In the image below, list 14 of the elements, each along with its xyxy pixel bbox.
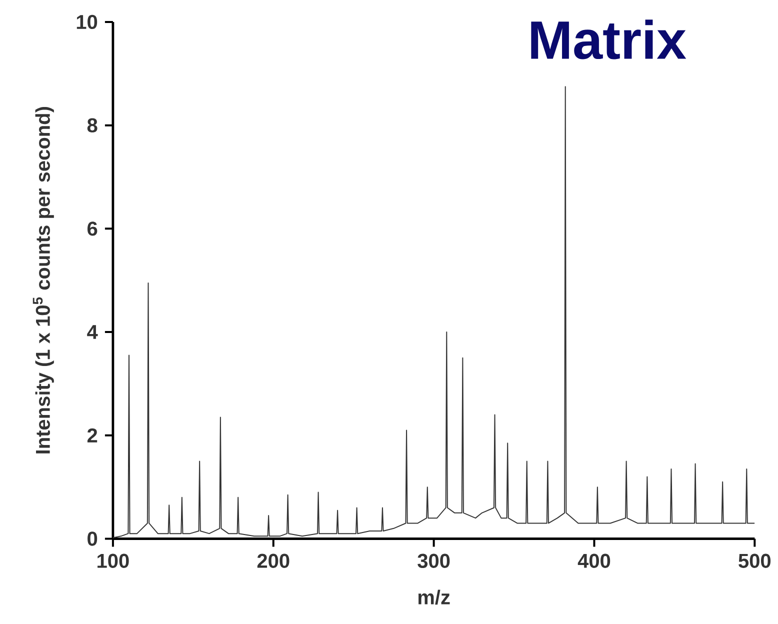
x-tick-label: 300 — [418, 554, 450, 568]
y-tick-label: 0 — [88, 532, 98, 546]
y-tick-label: 2 — [87, 428, 98, 443]
y-tick-label: 4 — [87, 325, 98, 340]
chart-title: Matrix — [531, 20, 686, 60]
x-tick-label: 500 — [738, 554, 771, 568]
x-tick-label: 200 — [257, 554, 290, 568]
x-axis-title: m/z — [418, 590, 450, 605]
y-axis-title: Intensity (1 x 10$^{5}$ counts per second) — [32, 107, 54, 454]
y-tick-label: 10 — [76, 15, 98, 30]
x-tick-label: 100 — [98, 554, 129, 568]
y-tick-label: 8 — [87, 118, 98, 133]
x-tick-label: 400 — [578, 554, 610, 568]
y-tick-label: 6 — [87, 222, 98, 236]
